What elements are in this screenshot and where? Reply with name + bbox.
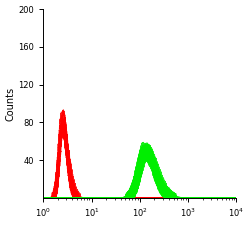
Y-axis label: Counts: Counts [6,86,16,121]
